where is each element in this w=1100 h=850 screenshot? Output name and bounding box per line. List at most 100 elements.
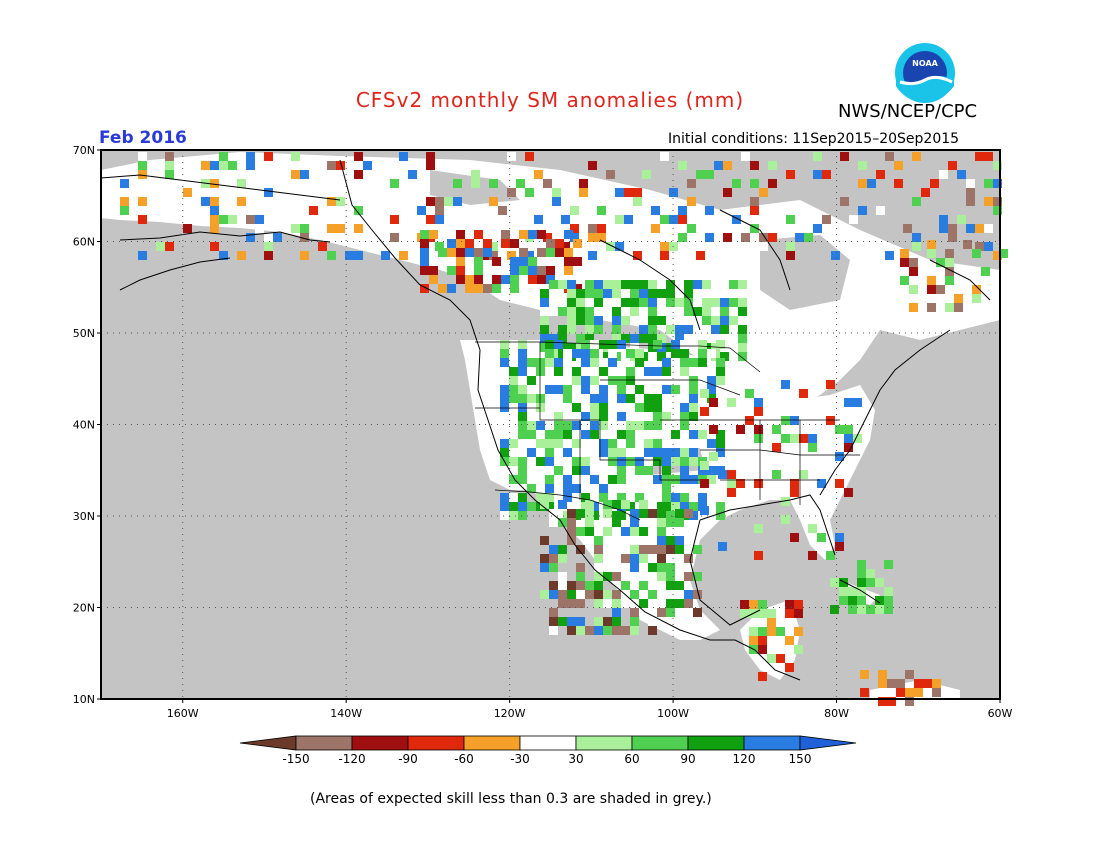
anomaly-cell [576, 599, 585, 608]
anomaly-cell [662, 385, 671, 394]
anomaly-cell [927, 249, 936, 258]
anomaly-cell [309, 206, 318, 215]
anomaly-cell [549, 581, 558, 590]
anomaly-cell [540, 289, 549, 298]
anomaly-cell [768, 233, 777, 242]
anomaly-cell [644, 439, 653, 448]
anomaly-cell [527, 367, 536, 376]
anomaly-cell [666, 280, 675, 289]
anomaly-cell [500, 358, 509, 367]
anomaly-cell [844, 434, 853, 443]
anomaly-cell [680, 412, 689, 421]
anomaly-cell [689, 475, 698, 484]
anomaly-cell [633, 251, 642, 260]
anomaly-cell [660, 251, 669, 260]
anomaly-cell [707, 511, 716, 520]
anomaly-cell [858, 161, 867, 170]
anomaly-cell [558, 325, 567, 334]
anomaly-cell [603, 518, 612, 527]
anomaly-cell [698, 349, 707, 358]
anomaly-cell [537, 275, 546, 284]
anomaly-cell [585, 280, 594, 289]
anomaly-cell [662, 358, 671, 367]
anomaly-cell [567, 626, 576, 635]
anomaly-cell [608, 439, 617, 448]
anomaly-cell [264, 233, 273, 242]
anomaly-cell [626, 403, 635, 412]
anomaly-cell [558, 334, 567, 343]
anomaly-cell [626, 439, 635, 448]
skill-footnote: (Areas of expected skill less than 0.3 a… [310, 791, 712, 807]
anomaly-cell [354, 206, 363, 215]
anomaly-cell [984, 197, 993, 206]
anomaly-cell [772, 425, 781, 434]
anomaly-cell [534, 170, 543, 179]
anomaly-cell [830, 605, 839, 614]
anomaly-cell [711, 325, 720, 334]
anomaly-cell [545, 493, 554, 502]
anomaly-cell [264, 152, 273, 161]
anomaly-cell [716, 502, 725, 511]
anomaly-cell [698, 358, 707, 367]
anomaly-cell [848, 596, 857, 605]
anomaly-cell [525, 251, 534, 260]
anomaly-cell [666, 536, 675, 545]
anomaly-cell [612, 590, 621, 599]
anomaly-cell [671, 493, 680, 502]
anomaly-cell [651, 224, 660, 233]
anomaly-cell [700, 407, 709, 416]
anomaly-cell [711, 298, 720, 307]
anomaly-cell [653, 403, 662, 412]
anomaly-cell [666, 545, 675, 554]
anomaly-cell [768, 179, 777, 188]
anomaly-cell [804, 233, 813, 242]
anomaly-cell [738, 343, 747, 352]
anomaly-cell [644, 367, 653, 376]
anomaly-cell [729, 316, 738, 325]
anomaly-cell [576, 563, 585, 572]
anomaly-cell [567, 280, 576, 289]
anomaly-cell [599, 439, 608, 448]
anomaly-cell [653, 412, 662, 421]
anomaly-cell [754, 551, 763, 560]
anomaly-cell [426, 161, 435, 170]
anomaly-cell [527, 502, 536, 511]
anomaly-cell [291, 170, 300, 179]
anomaly-cell [147, 161, 156, 170]
anomaly-cell [138, 251, 147, 260]
anomaly-cell [866, 605, 875, 614]
anomaly-cell [165, 152, 174, 161]
anomaly-cell [738, 325, 747, 334]
anomaly-cell [808, 551, 817, 560]
anomaly-cell [554, 358, 563, 367]
anomaly-cell [509, 502, 518, 511]
anomaly-cell [567, 509, 576, 518]
anomaly-cell [666, 581, 675, 590]
anomaly-cell [660, 215, 669, 224]
anomaly-cell [564, 266, 573, 275]
anomaly-cell [621, 289, 630, 298]
lat-tick-label: 50N [73, 327, 95, 340]
anomaly-cell [799, 470, 808, 479]
anomaly-cell [939, 215, 948, 224]
anomaly-cell [599, 484, 608, 493]
anomaly-cell [903, 224, 912, 233]
anomaly-cell [887, 679, 896, 688]
anomaly-cell [741, 152, 750, 161]
noaa-logo-text: NOAA [912, 59, 938, 68]
anomaly-cell [500, 502, 509, 511]
anomaly-cell [558, 307, 567, 316]
anomaly-cell [662, 457, 671, 466]
anomaly-cell [554, 340, 563, 349]
anomaly-cell [210, 179, 219, 188]
anomaly-cell [555, 239, 564, 248]
anomaly-cell [510, 275, 519, 284]
anomaly-cell [758, 609, 767, 618]
anomaly-cell [456, 248, 465, 257]
anomaly-cell [590, 475, 599, 484]
anomaly-cell [576, 572, 585, 581]
anomaly-cell [228, 215, 237, 224]
anomaly-cell [813, 224, 822, 233]
anomaly-cell [581, 466, 590, 475]
anomaly-cell [689, 448, 698, 457]
